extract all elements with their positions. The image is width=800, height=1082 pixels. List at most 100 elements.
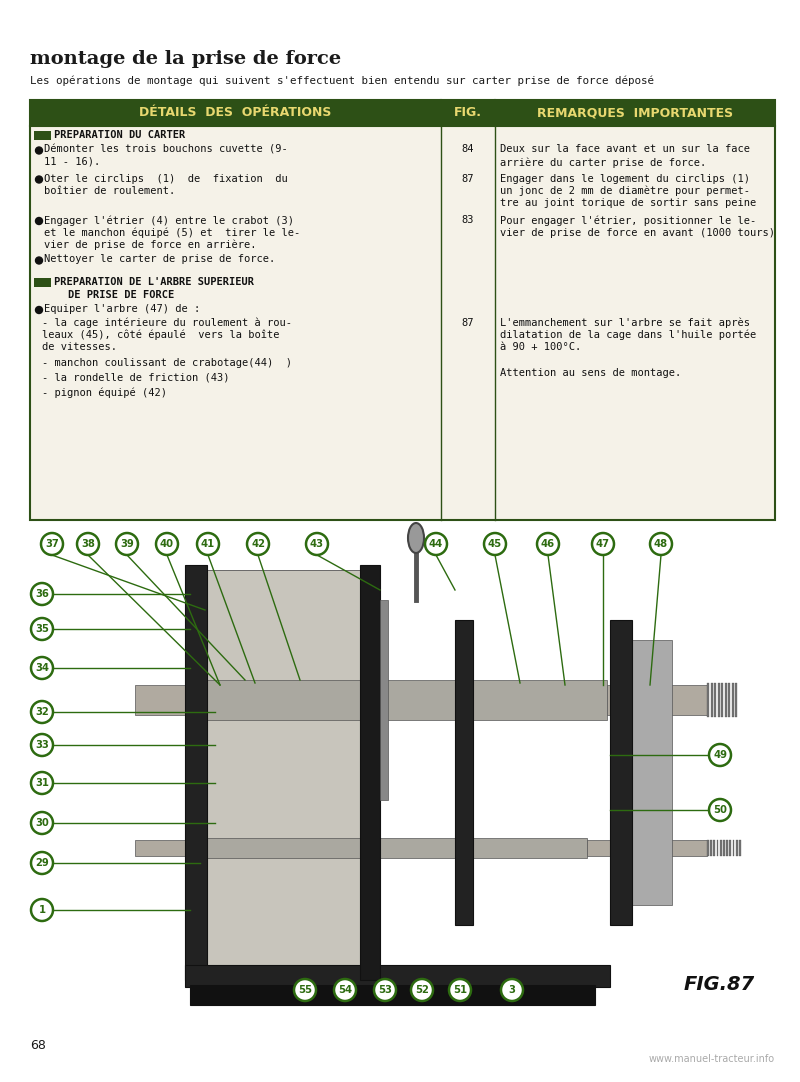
Text: 52: 52 [415, 985, 429, 995]
Circle shape [31, 583, 53, 605]
Bar [707, 840, 709, 856]
Text: www.manuel-tracteur.info: www.manuel-tracteur.info [649, 1054, 775, 1064]
Text: FIG.87: FIG.87 [684, 976, 755, 994]
Text: de vitesses.: de vitesses. [42, 343, 117, 353]
Text: 31: 31 [35, 778, 49, 788]
Bar [717, 840, 718, 856]
Text: 32: 32 [35, 707, 49, 717]
Text: 35: 35 [35, 624, 49, 634]
Text: DÉTAILS  DES  OPÉRATIONS: DÉTAILS DES OPÉRATIONS [139, 106, 332, 119]
Text: 33: 33 [35, 740, 49, 750]
Text: 55: 55 [298, 985, 312, 995]
Text: - la cage intérieure du roulement à rou-: - la cage intérieure du roulement à rou- [42, 317, 292, 328]
Bar [30, 126, 775, 520]
Text: 51: 51 [453, 985, 467, 995]
Circle shape [41, 533, 63, 555]
Circle shape [31, 812, 53, 834]
Text: 53: 53 [378, 985, 392, 995]
Text: Nettoyer le carter de prise de force.: Nettoyer le carter de prise de force. [44, 254, 275, 264]
Text: Deux sur la face avant et un sur la face: Deux sur la face avant et un sur la face [500, 145, 750, 155]
Text: 1: 1 [38, 905, 46, 915]
Circle shape [411, 979, 433, 1001]
Circle shape [650, 533, 672, 555]
Text: à 90 + 100°C.: à 90 + 100°C. [500, 343, 581, 353]
Text: - manchon coulissant de crabotage(44)  ): - manchon coulissant de crabotage(44) ) [42, 358, 292, 368]
Text: 41: 41 [201, 539, 215, 549]
Circle shape [116, 533, 138, 555]
Circle shape [31, 701, 53, 723]
Bar [721, 683, 723, 717]
Bar [185, 565, 207, 980]
Circle shape [31, 852, 53, 874]
Bar [714, 683, 716, 717]
Bar [455, 620, 473, 925]
Bar [730, 840, 731, 856]
Circle shape [306, 533, 328, 555]
Text: montage de la prise de force: montage de la prise de force [30, 50, 341, 68]
Text: 87: 87 [462, 173, 474, 184]
Circle shape [31, 657, 53, 679]
Text: 3: 3 [509, 985, 515, 995]
Text: Pour engager l'étrier, positionner le le-: Pour engager l'étrier, positionner le le… [500, 215, 756, 225]
Text: 45: 45 [488, 539, 502, 549]
Text: vier de prise de force en avant (1000 tours): vier de prise de force en avant (1000 to… [500, 227, 775, 238]
Bar [610, 620, 632, 925]
Text: DE PRISE DE FORCE: DE PRISE DE FORCE [68, 290, 174, 300]
Bar [34, 131, 51, 140]
Circle shape [449, 979, 471, 1001]
Text: Les opérations de montage qui suivent s'effectuent bien entendu sur carter prise: Les opérations de montage qui suivent s'… [30, 75, 654, 85]
Bar [714, 840, 715, 856]
Text: et le manchon équipé (5) et  tirer le le-: et le manchon équipé (5) et tirer le le- [44, 227, 300, 238]
Text: 87: 87 [462, 317, 474, 328]
Bar [207, 837, 587, 858]
Text: Engager l'étrier (4) entre le crabot (3): Engager l'étrier (4) entre le crabot (3) [44, 215, 294, 225]
Bar [607, 685, 707, 715]
Circle shape [31, 618, 53, 639]
Text: FIG.: FIG. [454, 106, 482, 119]
Text: 48: 48 [654, 539, 668, 549]
Circle shape [501, 979, 523, 1001]
Bar [735, 683, 737, 717]
Bar [736, 840, 738, 856]
Bar [360, 565, 380, 980]
Text: 37: 37 [45, 539, 59, 549]
Text: 47: 47 [596, 539, 610, 549]
Text: 11 - 16).: 11 - 16). [44, 157, 100, 167]
Text: boîtier de roulement.: boîtier de roulement. [44, 186, 175, 196]
Bar [710, 683, 713, 717]
Circle shape [35, 176, 42, 183]
Text: Démonter les trois bouchons cuvette (9-: Démonter les trois bouchons cuvette (9- [44, 145, 288, 155]
Text: 30: 30 [35, 818, 49, 828]
Text: 68: 68 [30, 1039, 46, 1052]
Text: un jonc de 2 mm de diamètre pour permet-: un jonc de 2 mm de diamètre pour permet- [500, 186, 750, 197]
Bar [30, 100, 775, 126]
Text: Oter le circlips  (1)  de  fixation  du: Oter le circlips (1) de fixation du [44, 173, 288, 184]
Text: - la rondelle de friction (43): - la rondelle de friction (43) [42, 372, 230, 383]
Bar [720, 840, 722, 856]
Circle shape [592, 533, 614, 555]
Text: Equiper l'arbre (47) de :: Equiper l'arbre (47) de : [44, 304, 200, 314]
Text: tre au joint torique de sortir sans peine: tre au joint torique de sortir sans pein… [500, 198, 756, 209]
Circle shape [334, 979, 356, 1001]
Circle shape [35, 147, 42, 154]
Bar [632, 639, 672, 905]
Circle shape [35, 217, 42, 224]
Bar [190, 985, 595, 1005]
Bar [135, 840, 207, 856]
Circle shape [374, 979, 396, 1001]
Bar [739, 840, 741, 856]
Text: 36: 36 [35, 589, 49, 599]
Circle shape [294, 979, 316, 1001]
Bar [207, 570, 360, 975]
Text: REMARQUES  IMPORTANTES: REMARQUES IMPORTANTES [537, 106, 733, 119]
Ellipse shape [408, 523, 424, 553]
Circle shape [31, 771, 53, 794]
Bar [726, 840, 728, 856]
Text: dilatation de la cage dans l'huile portée: dilatation de la cage dans l'huile porté… [500, 330, 756, 341]
Text: PREPARATION DE L'ARBRE SUPERIEUR: PREPARATION DE L'ARBRE SUPERIEUR [54, 277, 254, 287]
Text: 49: 49 [713, 750, 727, 760]
Text: Attention au sens de montage.: Attention au sens de montage. [500, 368, 681, 378]
Bar [725, 683, 726, 717]
Text: 44: 44 [429, 539, 443, 549]
Bar [135, 685, 207, 715]
